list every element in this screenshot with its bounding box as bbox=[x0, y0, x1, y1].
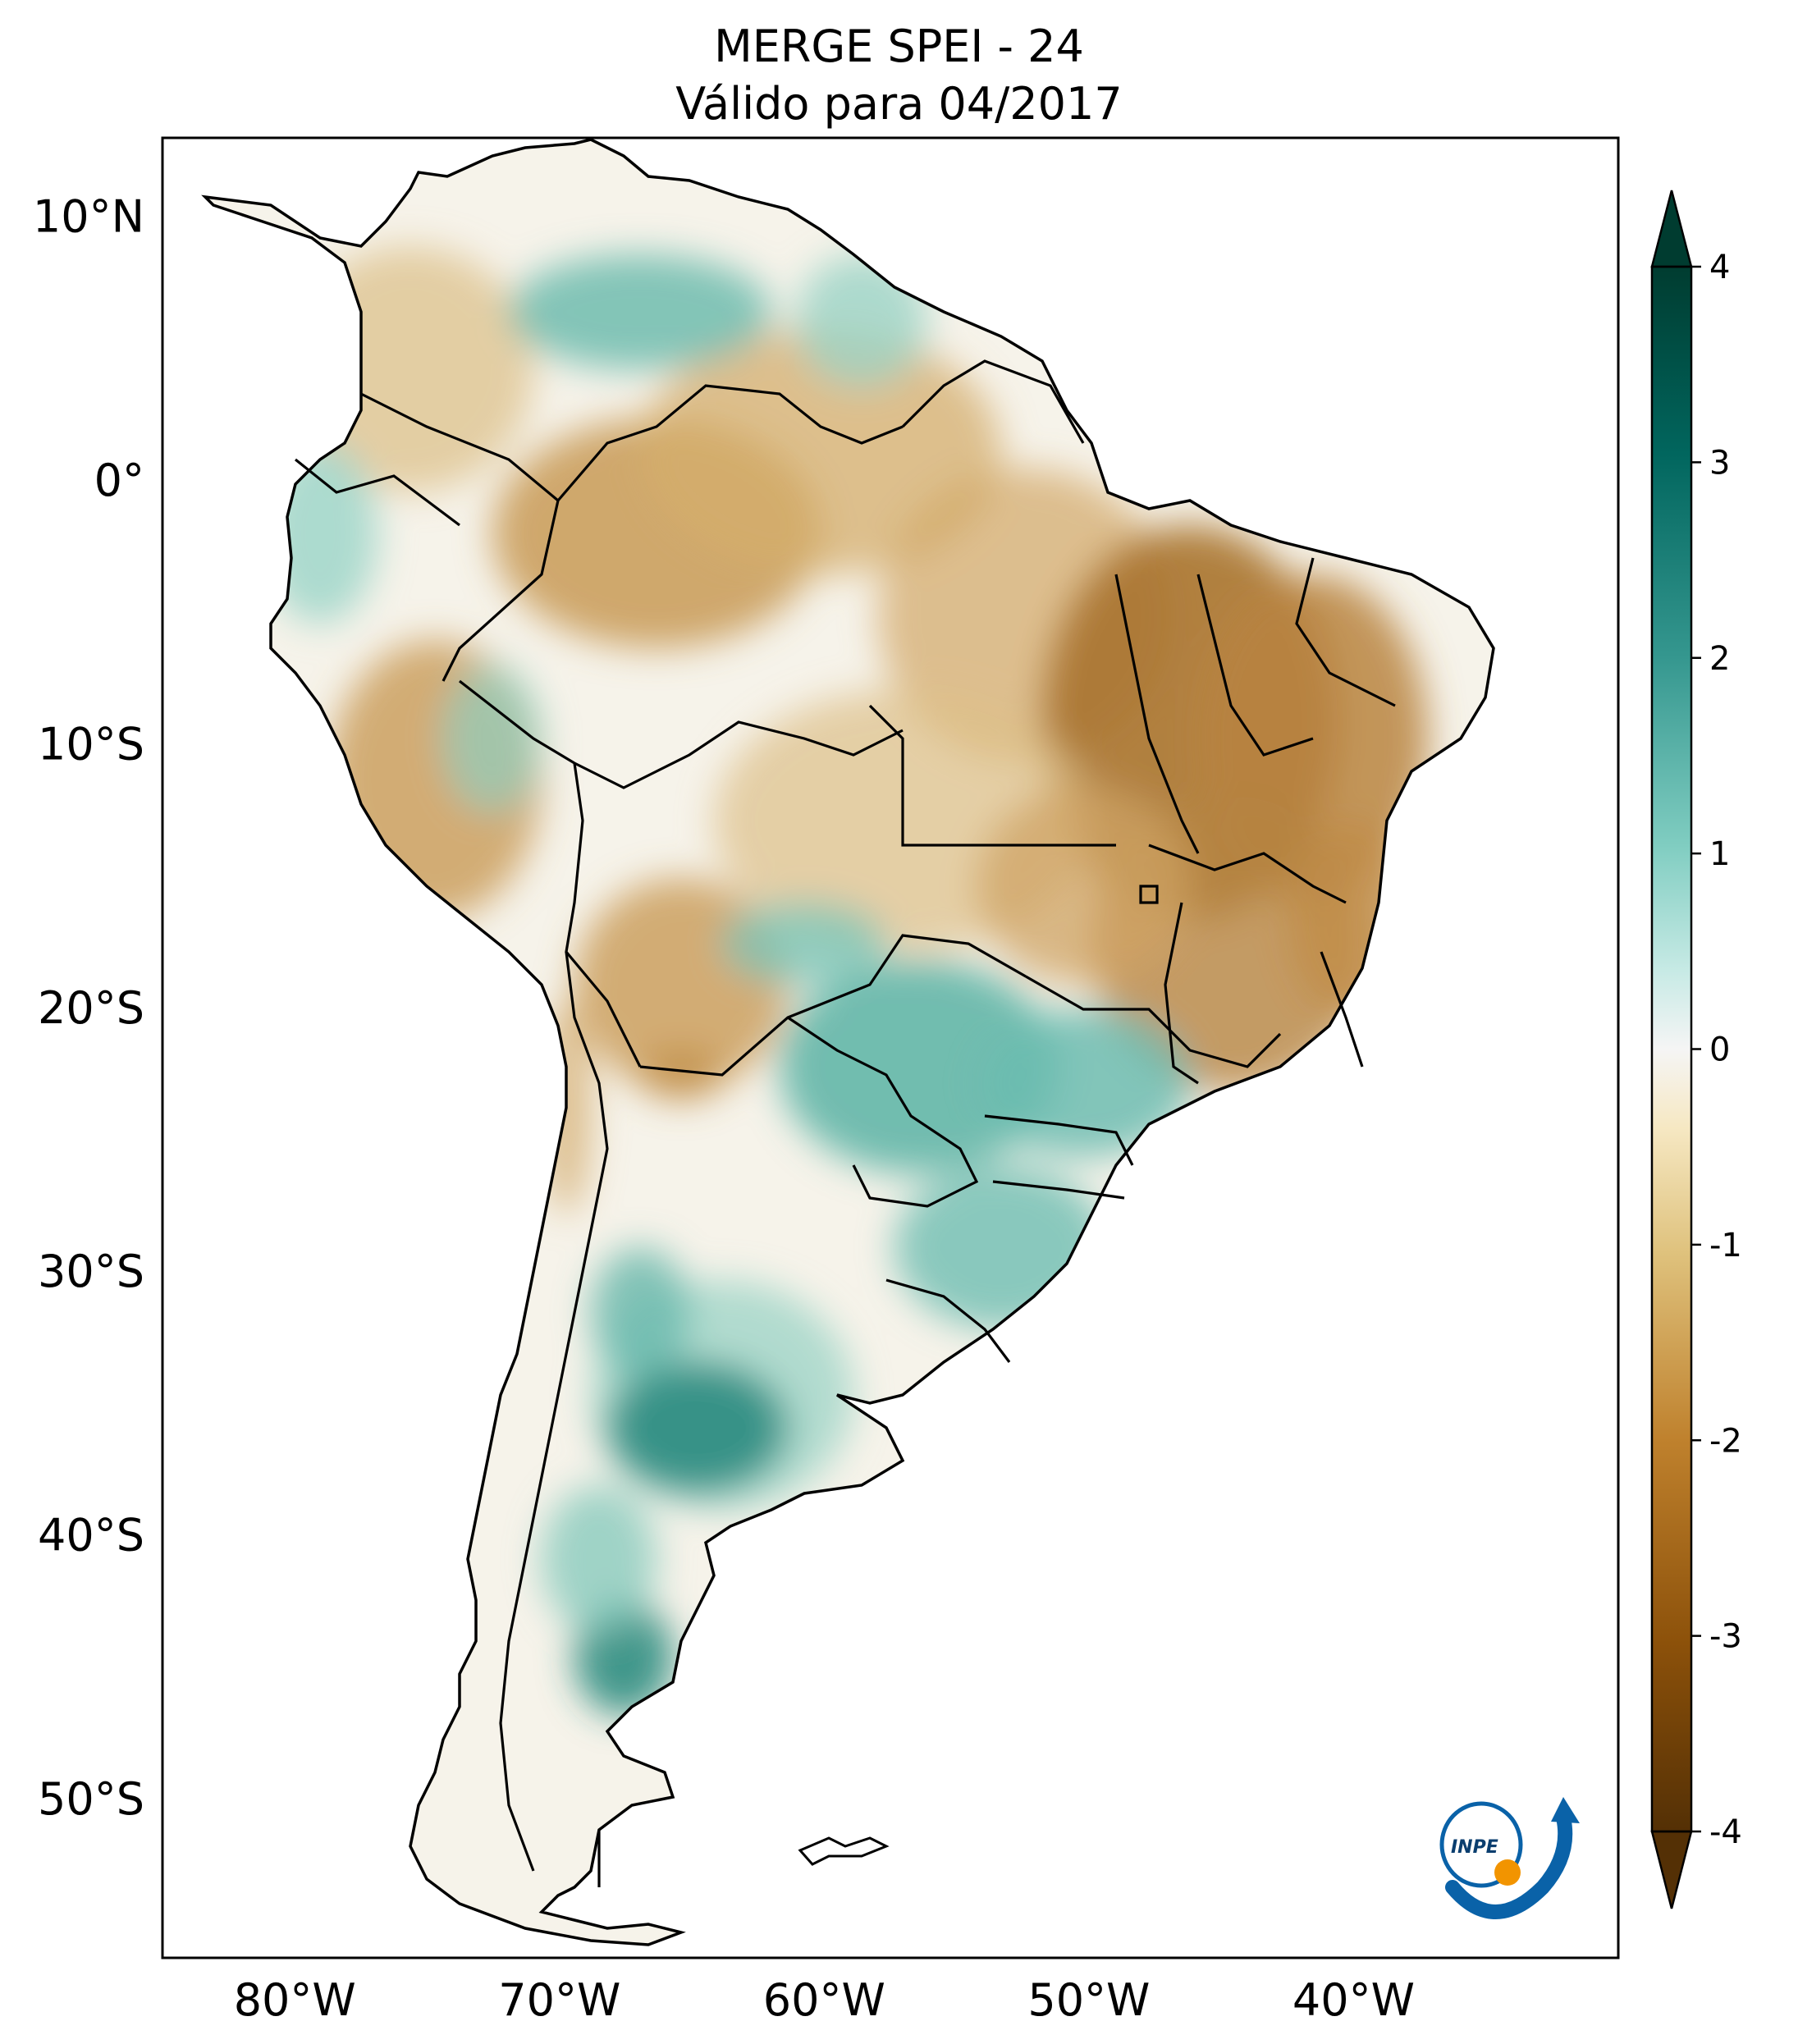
latitude-tick-labels: 10°N 0° 10°S 20°S 30°S 40°S 50°S bbox=[33, 190, 144, 1825]
colorbar-tick-label: -3 bbox=[1709, 1618, 1742, 1656]
inpe-logo-dot bbox=[1494, 1859, 1521, 1886]
colorbar-tick-label: 2 bbox=[1709, 640, 1730, 678]
map-frame bbox=[161, 136, 1620, 1959]
title-line-2: Válido para 04/2017 bbox=[675, 78, 1123, 130]
colorbar-tick-label: 3 bbox=[1709, 444, 1730, 482]
lat-tick-label: 10°S bbox=[38, 718, 144, 770]
lon-tick-label: 70°W bbox=[498, 1974, 620, 2026]
lat-tick-label: 0° bbox=[94, 455, 144, 506]
colorbar-lower-extend bbox=[1650, 1830, 1693, 1909]
colorbar-tick-labels: 4 3 2 1 0 -1 -2 -3 -4 bbox=[1691, 249, 1742, 1851]
lat-tick-label: 50°S bbox=[38, 1773, 144, 1825]
inpe-logo: INPE bbox=[1439, 1797, 1580, 1919]
colorbar-gradient bbox=[1652, 267, 1691, 1831]
map-title: MERGE SPEI - 24 Válido para 04/2017 bbox=[0, 18, 1798, 133]
colorbar-upper-extend bbox=[1650, 190, 1693, 268]
lat-tick-label: 20°S bbox=[38, 982, 144, 1034]
colorbar-tick-label: 0 bbox=[1709, 1031, 1730, 1069]
lat-tick-label: 40°S bbox=[38, 1510, 144, 1562]
political-borders bbox=[295, 359, 1396, 1887]
colorbar-tick-label: -1 bbox=[1709, 1227, 1742, 1264]
lat-tick-label: 30°S bbox=[38, 1246, 144, 1297]
inpe-logo-text: INPE bbox=[1451, 1837, 1498, 1858]
colorbar: 4 3 2 1 0 -1 -2 -3 -4 bbox=[1650, 190, 1742, 1909]
colorbar-tick-label: 1 bbox=[1709, 835, 1730, 873]
title-line-1: MERGE SPEI - 24 bbox=[714, 21, 1084, 72]
lon-tick-label: 40°W bbox=[1292, 1974, 1415, 2026]
colorbar-tick-label: -4 bbox=[1709, 1813, 1742, 1851]
longitude-tick-labels: 80°W 70°W 60°W 50°W 40°W bbox=[234, 1974, 1415, 2026]
lon-tick-label: 50°W bbox=[1027, 1974, 1150, 2026]
lon-tick-label: 80°W bbox=[234, 1974, 356, 2026]
colorbar-tick-label: -2 bbox=[1709, 1422, 1742, 1460]
falkland-islands bbox=[798, 1836, 890, 1866]
colorbar-tick-label: 4 bbox=[1709, 249, 1730, 286]
lon-tick-label: 60°W bbox=[763, 1974, 885, 2026]
lat-tick-label: 10°N bbox=[33, 190, 144, 242]
